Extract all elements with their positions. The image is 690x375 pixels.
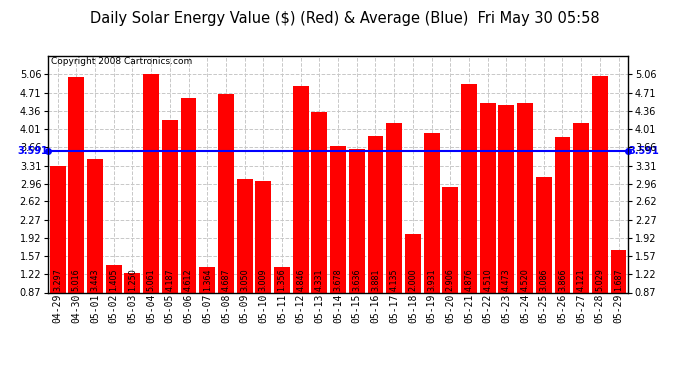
Text: 3.591: 3.591 — [628, 146, 659, 156]
Bar — [162, 120, 178, 292]
Bar — [311, 112, 327, 292]
Text: 1.405: 1.405 — [109, 269, 118, 291]
Text: 3.881: 3.881 — [371, 269, 380, 291]
Bar — [349, 148, 365, 292]
Bar — [87, 159, 103, 292]
Text: 3.678: 3.678 — [333, 269, 343, 291]
Bar — [555, 136, 571, 292]
Text: 4.520: 4.520 — [520, 269, 529, 291]
Text: 3.050: 3.050 — [240, 269, 249, 291]
Bar — [330, 146, 346, 292]
Bar — [498, 105, 514, 292]
Text: 3.591: 3.591 — [17, 146, 48, 156]
Text: 4.510: 4.510 — [483, 269, 492, 291]
Bar — [424, 133, 440, 292]
Text: 5.029: 5.029 — [595, 268, 604, 291]
Text: 4.187: 4.187 — [166, 269, 175, 291]
Bar — [68, 77, 84, 292]
Text: 4.331: 4.331 — [315, 269, 324, 291]
Text: 1.364: 1.364 — [203, 269, 212, 291]
Bar — [255, 181, 271, 292]
Text: 4.687: 4.687 — [221, 269, 230, 291]
Bar — [405, 234, 421, 292]
Text: 1.356: 1.356 — [277, 269, 286, 291]
Bar — [50, 166, 66, 292]
Bar — [274, 267, 290, 292]
Bar — [517, 103, 533, 292]
Text: 3.009: 3.009 — [259, 269, 268, 291]
Text: 3.443: 3.443 — [90, 269, 99, 291]
Text: 5.016: 5.016 — [72, 269, 81, 291]
Text: 2.000: 2.000 — [408, 269, 417, 291]
Text: 4.135: 4.135 — [390, 269, 399, 291]
Text: 4.121: 4.121 — [577, 269, 586, 291]
Bar — [536, 177, 552, 292]
Text: 3.297: 3.297 — [53, 268, 62, 291]
Bar — [368, 136, 384, 292]
Bar — [144, 74, 159, 292]
Bar — [611, 250, 627, 292]
Text: Copyright 2008 Cartronics.com: Copyright 2008 Cartronics.com — [51, 57, 193, 66]
Bar — [199, 267, 215, 292]
Bar — [237, 179, 253, 292]
Bar — [386, 123, 402, 292]
Text: 3.931: 3.931 — [427, 269, 436, 291]
Bar — [218, 94, 234, 292]
Text: 3.086: 3.086 — [540, 269, 549, 291]
Bar — [461, 84, 477, 292]
Text: 2.906: 2.906 — [446, 269, 455, 291]
Text: 4.876: 4.876 — [464, 269, 473, 291]
Bar — [293, 86, 308, 292]
Text: 4.612: 4.612 — [184, 269, 193, 291]
Bar — [106, 265, 121, 292]
Text: 1.250: 1.250 — [128, 269, 137, 291]
Text: 3.636: 3.636 — [353, 269, 362, 291]
Text: 4.473: 4.473 — [502, 269, 511, 291]
Bar — [124, 273, 140, 292]
Text: 1.687: 1.687 — [614, 269, 623, 291]
Bar — [592, 76, 608, 292]
Bar — [181, 98, 197, 292]
Bar — [573, 123, 589, 292]
Text: 5.061: 5.061 — [147, 269, 156, 291]
Bar — [480, 103, 495, 292]
Text: Daily Solar Energy Value ($) (Red) & Average (Blue)  Fri May 30 05:58: Daily Solar Energy Value ($) (Red) & Ave… — [90, 11, 600, 26]
Text: 3.866: 3.866 — [558, 269, 567, 291]
Text: 4.846: 4.846 — [296, 269, 305, 291]
Bar — [442, 186, 458, 292]
